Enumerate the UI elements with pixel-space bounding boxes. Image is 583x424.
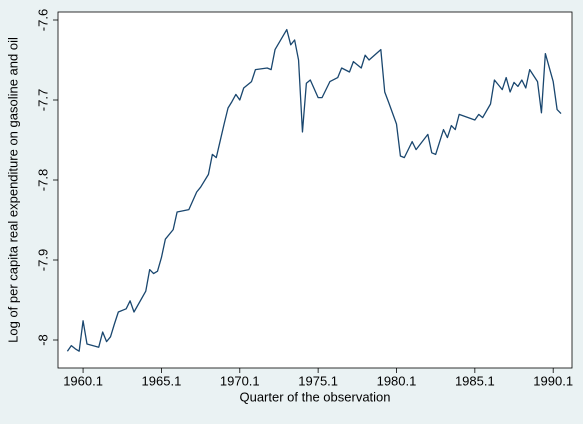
y-tick-label: -7.6 (35, 9, 50, 31)
plot-area (57, 11, 573, 369)
y-tick-label: -7.9 (35, 249, 50, 271)
y-tick-label: -8 (35, 334, 50, 346)
x-tick-label: 1960.1 (63, 373, 103, 388)
x-tick-label: 1980.1 (377, 373, 417, 388)
x-axis-label: Quarter of the observation (239, 389, 390, 404)
x-tick-label: 1965.1 (142, 373, 182, 388)
x-tick-label: 1975.1 (298, 373, 338, 388)
y-tick-label: -7.8 (35, 169, 50, 191)
line-series (66, 28, 562, 352)
x-tick-label: 1990.1 (533, 373, 573, 388)
y-tick-label: -7.7 (35, 89, 50, 111)
x-tick-label: 1985.1 (455, 373, 495, 388)
x-tick-label: 1970.1 (220, 373, 260, 388)
y-axis-label: Log of per capita real expenditure on ga… (5, 37, 20, 343)
